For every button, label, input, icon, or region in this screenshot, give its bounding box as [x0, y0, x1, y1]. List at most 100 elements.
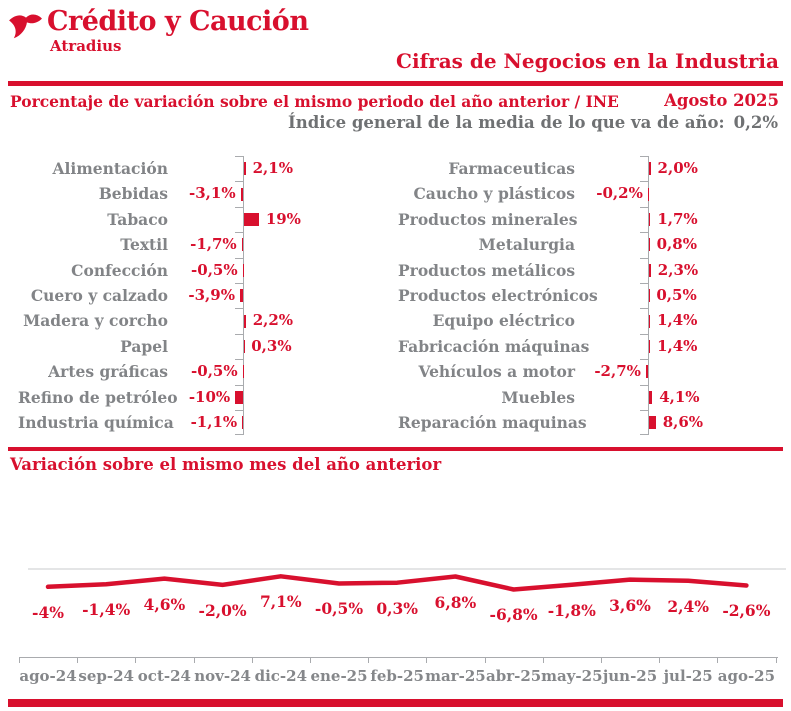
axis-tick	[640, 359, 648, 360]
axis-tick	[235, 232, 243, 233]
month-axis-tick	[251, 657, 253, 663]
month-label: feb-25	[370, 667, 424, 685]
bar-category-label: Farmaceuticas	[448, 159, 575, 178]
axis-tick	[235, 334, 243, 335]
axis-tick	[640, 334, 648, 335]
axis-tick	[235, 207, 243, 208]
bar-category-label: Refino de petróleo	[18, 387, 178, 407]
bar	[649, 340, 651, 353]
month-label: jul-25	[663, 667, 713, 685]
bar	[649, 238, 650, 252]
month-label: jun-25	[602, 667, 658, 685]
month-axis-tick	[542, 657, 544, 663]
bar-value-label: 1,4%	[657, 311, 698, 330]
bar-value-label: 2,3%	[657, 260, 699, 279]
data-line-series	[45, 574, 749, 592]
month-label: oct-24	[137, 667, 191, 685]
month-axis-tick	[368, 657, 370, 663]
bar-value-label: 2,0%	[657, 159, 698, 177]
axis-tick	[640, 207, 648, 208]
line-point-value: 3,6%	[609, 595, 651, 615]
section-divider-rule	[8, 447, 783, 451]
month-axis-tick	[426, 657, 428, 663]
bar-category-label: Madera y corcho	[23, 311, 168, 331]
month-axis-tick	[717, 657, 719, 663]
axis-tick	[640, 181, 648, 182]
axis-tick	[235, 283, 243, 284]
month-label: dic-24	[254, 667, 308, 685]
bar-category-label: Productos electrónicos	[398, 286, 598, 305]
footer-rule	[8, 699, 783, 707]
bar-value-label: 1,4%	[657, 336, 698, 355]
axis-tick	[640, 258, 648, 259]
bar	[244, 314, 246, 328]
bar-value-label: -10%	[188, 387, 231, 406]
bar-value-label: -1,1%	[190, 413, 238, 431]
bar-category-label: Caucho y plásticos	[413, 184, 575, 204]
brand-logo: Crédito y Caución Atradius	[8, 6, 309, 56]
axis-tick	[640, 308, 648, 309]
index-note-label: Índice general de la media de lo que va …	[288, 113, 725, 132]
month-axis-tick	[193, 657, 195, 663]
axis-tick	[235, 410, 243, 411]
axis-tick	[235, 181, 243, 182]
month-axis	[20, 657, 778, 658]
month-label: sep-24	[78, 667, 134, 685]
bar	[242, 416, 243, 430]
line-point-value: 4,6%	[143, 594, 186, 614]
brand-name: Crédito y Caución	[47, 6, 309, 37]
bar	[240, 187, 243, 201]
bar-category-label: Reparación maquinas	[398, 413, 587, 432]
bar	[649, 263, 651, 277]
bar	[649, 162, 651, 176]
bar	[241, 238, 243, 252]
brand-text: Crédito y Caución Atradius	[47, 6, 309, 56]
month-label: ago-25	[717, 667, 776, 685]
category-axis	[243, 156, 244, 435]
month-label: mar-25	[425, 667, 486, 685]
bar-value-label: -3,1%	[189, 184, 236, 203]
report-date: Agosto 2025	[664, 91, 779, 110]
bar-category-label: Papel	[120, 336, 168, 356]
line-point-value: 2,4%	[667, 596, 710, 616]
bar-value-label: 0,8%	[656, 235, 697, 254]
month-axis-tick	[135, 657, 137, 663]
header-divider-rule	[8, 81, 783, 86]
bar-value-label: -0,5%	[191, 362, 238, 381]
bar-value-label: 1,7%	[657, 209, 698, 228]
brand-subsidiary: Atradius	[50, 37, 122, 56]
bar-category-label: Equipo eléctrico	[432, 311, 575, 331]
line-point-value: -6,8%	[489, 605, 538, 625]
axis-tick	[640, 410, 648, 411]
bar	[244, 162, 246, 176]
index-note-value: 0,2%	[733, 113, 778, 132]
axis-tick	[640, 283, 648, 284]
bar-value-label: -3,9%	[188, 286, 235, 304]
bar-value-label: 4,1%	[659, 387, 700, 406]
month-axis-tick	[659, 657, 661, 663]
bar-value-label: 2,1%	[252, 159, 293, 177]
bar-value-label: 2,2%	[252, 311, 294, 330]
axis-tick	[640, 156, 648, 157]
bar-value-label: -1,7%	[190, 235, 237, 254]
bar-category-label: Tabaco	[107, 209, 168, 229]
bar-value-label: -0,2%	[596, 184, 643, 203]
bar-category-label: Metalurgia	[478, 235, 575, 255]
month-axis-tick	[77, 657, 79, 663]
bar-category-label: Fabricación máquinas	[398, 336, 590, 356]
line-chart-title: Variación sobre el mismo mes del año ant…	[10, 455, 442, 474]
month-axis-tick	[484, 657, 486, 663]
brand-bird-icon	[8, 12, 44, 47]
index-note: Índice general de la media de lo que va …	[288, 113, 778, 132]
bar	[649, 416, 656, 430]
month-label: ene-25	[310, 667, 368, 685]
line-chart-plot	[28, 568, 786, 592]
bar-chart-subtitle: Porcentaje de variación sobre el mismo p…	[10, 92, 619, 111]
bar	[235, 390, 243, 404]
bar	[649, 390, 653, 404]
bar-value-label: 0,5%	[656, 286, 697, 304]
bar	[649, 314, 651, 328]
bar-category-label: Muebles	[501, 387, 575, 407]
bar-category-label: Productos metálicos	[398, 260, 576, 280]
